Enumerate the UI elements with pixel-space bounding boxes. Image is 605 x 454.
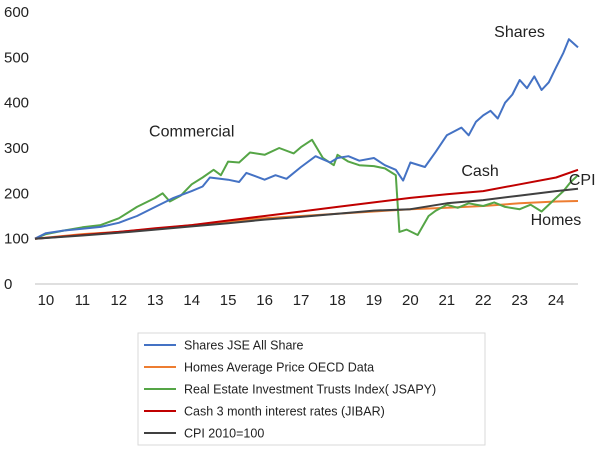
annotation-cash: Cash [461,163,498,180]
y-tick-label-0: 0 [4,276,12,293]
x-tick-label-18: 18 [329,292,346,309]
x-axis-ticks: 10 11 12 13 14 15 16 17 18 19 20 21 22 23 24 [38,292,565,309]
series-line-cpi [34,187,579,240]
x-tick-label-16: 16 [256,292,273,309]
annotation-homes: Homes [531,212,582,229]
annotation-shares: Shares [494,24,545,41]
x-tick-label-21: 21 [438,292,455,309]
x-tick-label-10: 10 [38,292,55,309]
y-tick-label-600: 600 [4,4,29,21]
y-tick-label-500: 500 [4,49,29,66]
x-tick-label-15: 15 [220,292,237,309]
annotation-commercial: Commercial [149,124,234,141]
legend-label-homes: Homes Average Price OECD Data [184,361,374,375]
legend-label-cash: Cash 3 month interest rates (JIBAR) [184,405,385,419]
series-line-cash [34,168,579,240]
x-tick-label-12: 12 [110,292,127,309]
legend-label-commercial: Real Estate Investment Trusts Index( JSA… [184,383,436,397]
y-tick-label-200: 200 [4,185,29,202]
x-tick-label-13: 13 [147,292,164,309]
x-tick-label-23: 23 [511,292,528,309]
x-tick-label-24: 24 [548,292,565,309]
series-layer [34,38,579,240]
y-tick-label-100: 100 [4,231,29,248]
series-line-shares [34,38,579,240]
y-axis-ticks: 0 100 200 300 400 500 600 [4,4,29,293]
legend-label-shares: Shares JSE All Share [184,339,304,353]
y-tick-label-300: 300 [4,140,29,157]
x-tick-label-11: 11 [75,292,91,309]
legend-box [137,332,486,446]
x-tick-label-22: 22 [475,292,492,309]
series-annotations: Shares Homes Commercial Cash CPI [149,24,596,229]
x-tick-label-17: 17 [293,292,310,309]
y-tick-label-400: 400 [4,95,29,112]
x-tick-label-19: 19 [366,292,383,309]
x-tick-label-20: 20 [402,292,419,309]
legend: Shares JSE All Share Homes Average Price … [137,332,486,446]
annotation-cpi: CPI [569,172,596,189]
legend-label-cpi: CPI 2010=100 [184,427,264,441]
x-tick-label-14: 14 [183,292,200,309]
